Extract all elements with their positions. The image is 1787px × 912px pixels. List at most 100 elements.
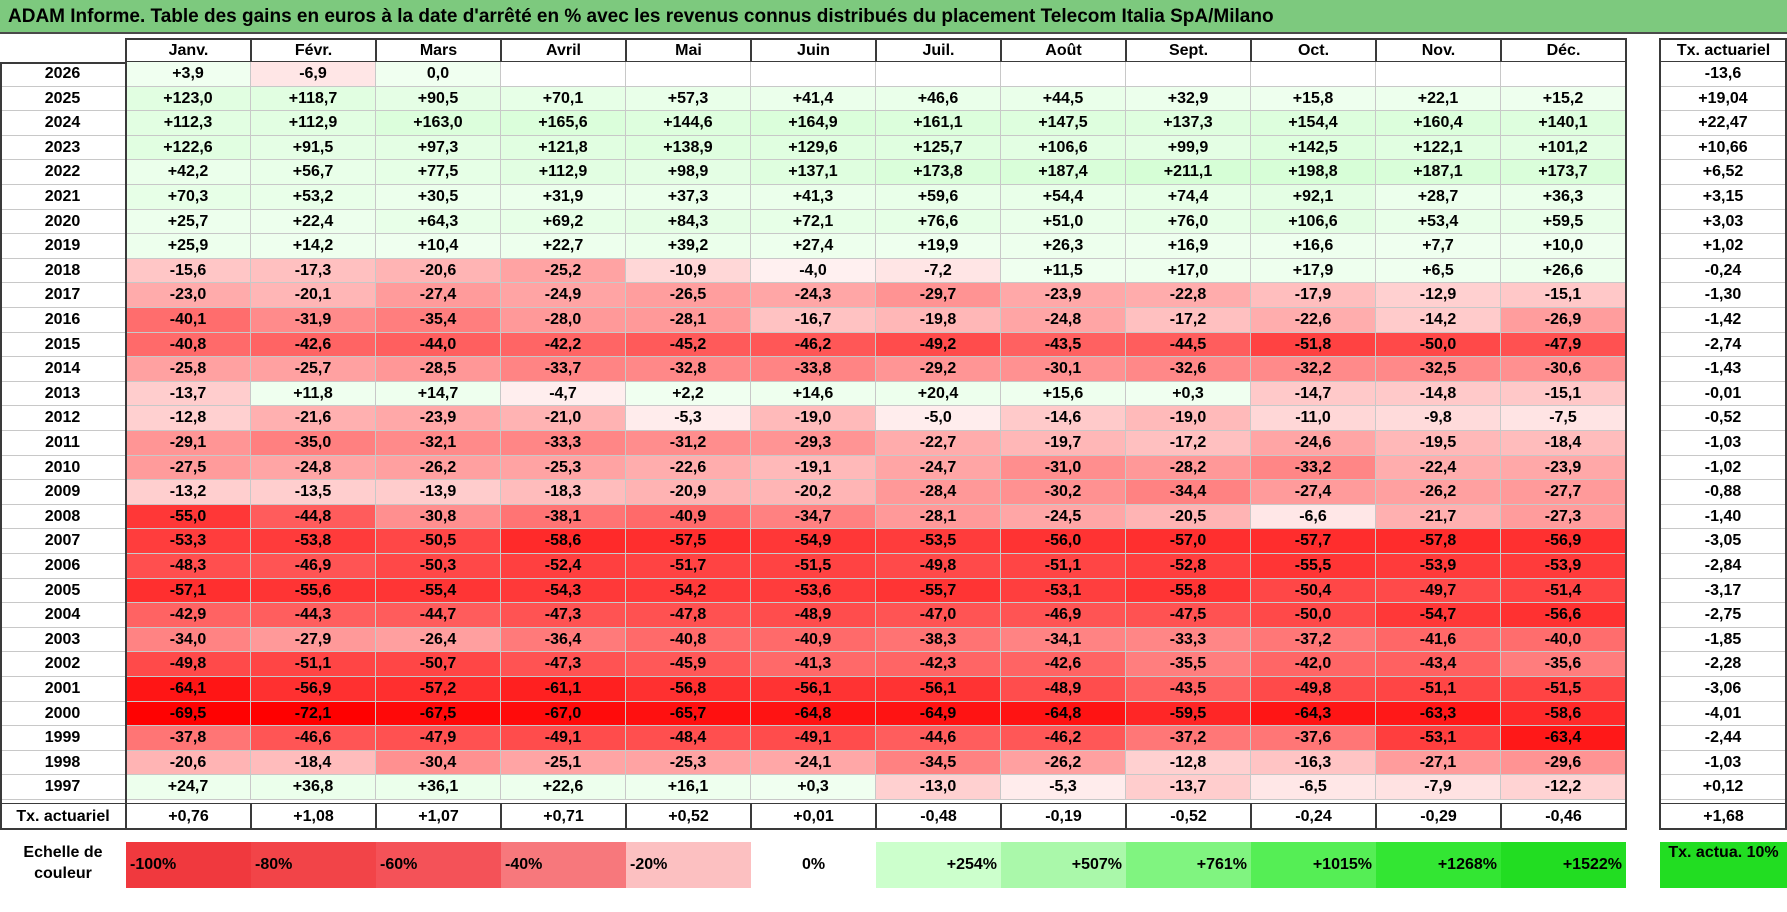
table-cell: +22,7	[501, 234, 626, 259]
table-cell: -19,0	[751, 406, 876, 431]
table-cell: -43,5	[1001, 333, 1126, 357]
table-cell: -28,2	[1126, 456, 1251, 480]
table-cell: -65,7	[626, 702, 751, 726]
footer-cell: -0,24	[1251, 803, 1376, 830]
table-cell: -28,4	[876, 480, 1001, 505]
table-cell: -33,8	[751, 357, 876, 382]
table-cell: -49,1	[751, 726, 876, 751]
table-cell: +46,6	[876, 87, 1001, 111]
table-cell: -14,7	[1251, 382, 1376, 406]
actuarial-rate-cell: -2,84	[1660, 554, 1787, 579]
table-cell: -42,6	[1001, 652, 1126, 677]
table-cell: +161,1	[876, 111, 1001, 136]
year-label: 2001	[0, 677, 126, 702]
table-cell: -40,9	[626, 505, 751, 529]
month-header: Janv.	[126, 38, 251, 62]
table-cell: +22,6	[501, 775, 626, 800]
year-label: 2018	[0, 259, 126, 283]
table-cell: -13,0	[876, 775, 1001, 800]
table-cell: -35,4	[376, 308, 501, 333]
table-cell: -5,0	[876, 406, 1001, 431]
table-cell: -54,3	[501, 579, 626, 603]
table-cell: -53,6	[751, 579, 876, 603]
table-cell: -52,8	[1126, 554, 1251, 579]
table-cell: +31,9	[501, 185, 626, 210]
footer-cell: -0,52	[1126, 803, 1251, 830]
table-cell: +165,6	[501, 111, 626, 136]
table-cell: -58,6	[501, 529, 626, 554]
table-cell	[1001, 62, 1126, 87]
table-cell: -67,5	[376, 702, 501, 726]
table-cell: -64,3	[1251, 702, 1376, 726]
table-cell: +112,9	[251, 111, 376, 136]
table-cell: +24,7	[126, 775, 251, 800]
table-cell: -50,0	[1376, 333, 1501, 357]
table-cell: -64,9	[876, 702, 1001, 726]
table-cell: +112,9	[501, 160, 626, 185]
table-cell: -20,5	[1126, 505, 1251, 529]
footer-cell: +0,71	[501, 803, 626, 830]
table-cell: -14,6	[1001, 406, 1126, 431]
table-cell: -58,6	[1501, 702, 1626, 726]
table-cell: -6,6	[1251, 505, 1376, 529]
table-cell: +30,5	[376, 185, 501, 210]
table-cell: -30,2	[1001, 480, 1126, 505]
table-cell: -47,9	[1501, 333, 1626, 357]
table-cell: -64,8	[751, 702, 876, 726]
month-header: Juil.	[876, 38, 1001, 62]
table-cell: -21,0	[501, 406, 626, 431]
table-cell: -46,9	[251, 554, 376, 579]
footer-total: +1,68	[1660, 803, 1787, 830]
table-cell: -51,1	[1376, 677, 1501, 702]
table-cell: +26,6	[1501, 259, 1626, 283]
table-cell: -55,4	[376, 579, 501, 603]
table-cell: +41,4	[751, 87, 876, 111]
table-cell	[876, 62, 1001, 87]
table-cell: -27,3	[1501, 505, 1626, 529]
table-cell: +138,9	[626, 136, 751, 160]
table-cell: -57,5	[626, 529, 751, 554]
table-cell: -19,1	[751, 456, 876, 480]
table-cell: +137,3	[1126, 111, 1251, 136]
table-cell: -55,8	[1126, 579, 1251, 603]
table-cell: -25,1	[501, 751, 626, 775]
table-cell: -6,9	[251, 62, 376, 87]
color-scale-label: Echelle de couleur	[0, 842, 126, 888]
page-title: ADAM Informe. Table des gains en euros à…	[0, 0, 1787, 34]
table-cell: -20,1	[251, 283, 376, 308]
table-cell: -34,0	[126, 628, 251, 652]
table-cell: -7,5	[1501, 406, 1626, 431]
actuarial-rate-cell: -13,6	[1660, 62, 1787, 87]
month-header: Déc.	[1501, 38, 1626, 62]
table-cell: -17,2	[1126, 431, 1251, 456]
table-cell: -50,7	[376, 652, 501, 677]
table-cell: +57,3	[626, 87, 751, 111]
table-cell: -61,1	[501, 677, 626, 702]
table-cell: -53,5	[876, 529, 1001, 554]
table-cell: +11,5	[1001, 259, 1126, 283]
color-scale-swatch: 0%	[751, 842, 876, 888]
table-cell: -49,8	[876, 554, 1001, 579]
table-cell: +10,0	[1501, 234, 1626, 259]
table-cell: -29,1	[126, 431, 251, 456]
table-cell: -46,9	[1001, 603, 1126, 628]
table-cell: -51,8	[1251, 333, 1376, 357]
table-cell: +17,9	[1251, 259, 1376, 283]
table-cell: +25,7	[126, 210, 251, 234]
table-cell: -19,5	[1376, 431, 1501, 456]
table-cell: -53,3	[126, 529, 251, 554]
color-scale-swatch: +1015%	[1251, 842, 1376, 888]
table-cell: +84,3	[626, 210, 751, 234]
table-cell: -50,0	[1251, 603, 1376, 628]
table-cell: -14,8	[1376, 382, 1501, 406]
table-cell: +77,5	[376, 160, 501, 185]
table-cell: +36,3	[1501, 185, 1626, 210]
month-header: Juin	[751, 38, 876, 62]
table-cell: -20,6	[376, 259, 501, 283]
table-cell: +0,3	[751, 775, 876, 800]
table-cell: -59,5	[1126, 702, 1251, 726]
actuarial-rate-cell: -4,01	[1660, 702, 1787, 726]
month-header: Mars	[376, 38, 501, 62]
footer-cell: -0,19	[1001, 803, 1126, 830]
table-cell: -25,3	[501, 456, 626, 480]
